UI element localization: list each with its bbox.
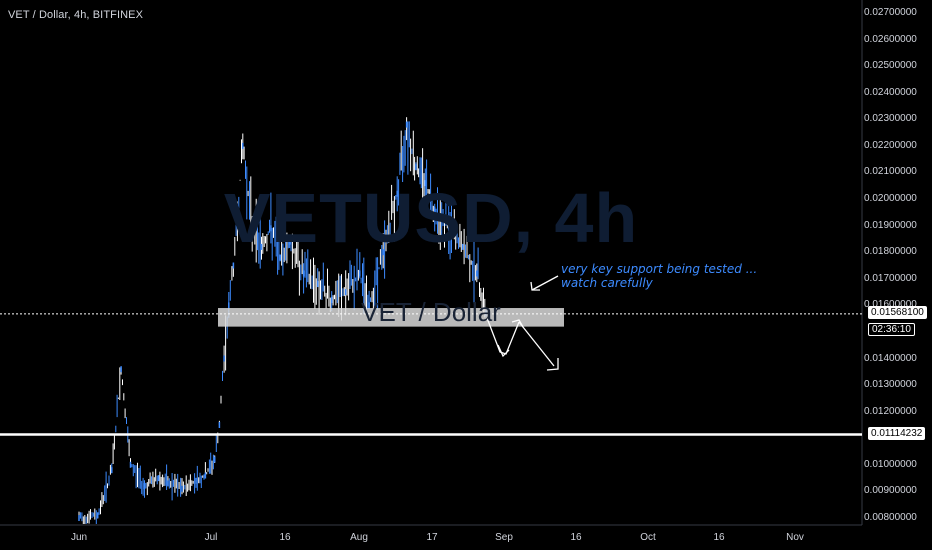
annotation-text[interactable]: very key support being tested ... watch … [561,262,757,290]
arrowhead-1 [511,319,524,328]
annotation-arrow [531,275,559,291]
price-tick: 0.02400000 [864,86,917,98]
symbol-title[interactable]: VET / Dollar, 4h, BITFINEX [8,9,144,21]
annotation-line-2: watch carefully [561,276,653,290]
time-tick: 16 [713,532,725,543]
time-tick: Nov [786,532,804,543]
price-tick: 0.01900000 [864,219,917,231]
time-tick: Jun [70,532,88,543]
price-tick: 0.01300000 [864,379,917,391]
price-tick: 0.01200000 [864,405,917,417]
price-tick: 0.01400000 [864,352,917,364]
arrow-path-2 [518,321,555,367]
annotation-line-1: very key support being tested ... [561,262,758,276]
support-zone[interactable] [218,308,564,327]
candle-series [78,117,487,524]
time-tick: Sep [495,532,513,543]
last-price-label: 0.01568100 [868,306,927,319]
time-tick: 16 [570,532,582,543]
price-tick: 0.02100000 [864,166,917,178]
projection-arrows[interactable] [486,275,559,371]
price-tick: 0.02700000 [864,7,917,18]
level-price-label: 0.01114232 [868,427,926,440]
annotation-arrowhead [530,281,540,291]
price-tick: 0.02300000 [864,113,917,125]
price-tick: 0.02200000 [864,139,917,151]
price-tick: 0.01000000 [864,458,917,470]
arrowhead-3 [497,344,510,358]
price-tick: 0.00800000 [864,512,917,523]
time-tick: 16 [279,532,291,543]
arrow-path-1 [486,317,520,355]
time-tick: Aug [350,532,368,543]
price-tick: 0.02600000 [864,33,917,45]
price-tick: 0.01700000 [864,272,917,284]
time-tick: 17 [426,532,438,543]
arrowhead-2 [546,358,559,371]
price-tick: 0.02000000 [864,193,917,205]
price-tick: 0.01800000 [864,246,917,258]
price-tick: 0.02500000 [864,60,917,72]
price-tick: 0.00900000 [864,485,917,497]
time-tick: Oct [640,532,656,543]
countdown-label: 02:36:10 [868,323,915,336]
price-tick: 0.01600000 [864,299,917,311]
time-tick: Jul [204,532,218,543]
